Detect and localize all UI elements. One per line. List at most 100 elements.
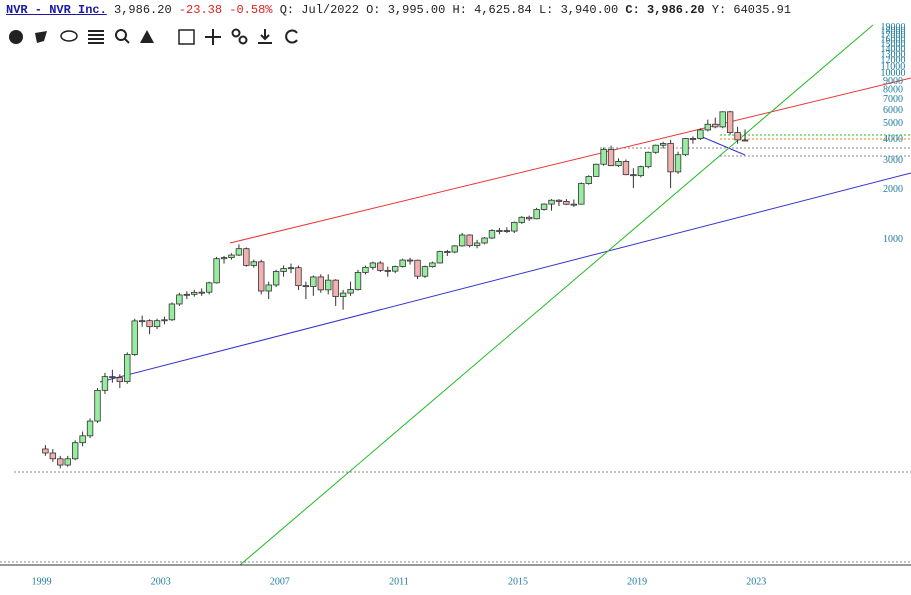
candle-body xyxy=(384,269,391,272)
y-tick-label: 2000 xyxy=(883,184,903,195)
candle-body xyxy=(645,151,652,168)
candle-body xyxy=(317,276,324,291)
candle-body xyxy=(726,111,734,133)
change: -23.38 xyxy=(178,3,223,17)
candle-body xyxy=(183,293,191,296)
tool-search[interactable] xyxy=(115,29,127,41)
tool-comment[interactable] xyxy=(60,30,78,42)
candle-body xyxy=(116,377,124,383)
candle-body xyxy=(310,276,317,287)
candle-body xyxy=(689,138,697,140)
tool-link[interactable] xyxy=(231,28,241,38)
candle-body xyxy=(429,262,436,268)
candle-body xyxy=(176,294,183,305)
candle-body xyxy=(213,258,220,284)
tool-move[interactable] xyxy=(205,29,221,45)
last-price: 3,986.20 xyxy=(114,3,172,17)
candle-body xyxy=(712,123,719,128)
y-tick-label: 13000 xyxy=(881,49,906,60)
candle-body xyxy=(235,248,243,256)
candle-body xyxy=(347,289,354,294)
candle-body xyxy=(243,248,250,266)
candle-body xyxy=(630,174,637,177)
drawings xyxy=(0,24,911,566)
low-value: 3,940.00 xyxy=(560,3,619,17)
y-tick-label: 6000 xyxy=(883,105,903,116)
candle-body xyxy=(57,458,64,466)
period: Q: Jul/2022 xyxy=(279,3,359,17)
close-value: 3,986.20 xyxy=(646,3,705,17)
candle-body xyxy=(146,320,153,328)
tool-dashboard[interactable] xyxy=(9,30,23,44)
candle-body xyxy=(481,237,488,244)
open-value: 3,995.00 xyxy=(387,3,446,17)
candle-body xyxy=(287,267,295,270)
tool-list[interactable] xyxy=(88,30,104,44)
trendline xyxy=(99,172,911,383)
candle-body xyxy=(49,452,57,460)
y-tick-label: 7000 xyxy=(883,94,903,105)
candle-body xyxy=(459,234,466,247)
x-tick-label: 2015 xyxy=(508,576,528,587)
candle-body xyxy=(265,284,272,292)
candle-body xyxy=(168,303,176,321)
candle-body xyxy=(503,230,511,232)
candle-body xyxy=(652,144,659,153)
candle-body xyxy=(585,176,592,184)
y-tick-label: 3000 xyxy=(883,155,903,166)
x-tick-label: 2007 xyxy=(270,576,290,587)
candle-body xyxy=(406,259,414,262)
candle-body xyxy=(607,148,615,167)
candle-body xyxy=(451,245,458,253)
tool-twitter[interactable] xyxy=(35,31,47,43)
tool-download[interactable] xyxy=(258,29,272,44)
candle-body xyxy=(362,266,369,273)
y-tick-label: 17000 xyxy=(881,30,906,41)
symbol-link[interactable]: NVR - NVR Inc. xyxy=(6,3,107,17)
trendline xyxy=(699,135,746,156)
candle-body xyxy=(488,230,496,239)
change-pct: -0.58% xyxy=(229,3,273,17)
candle-body xyxy=(377,262,384,271)
tool-alert[interactable] xyxy=(140,30,154,43)
y-tick-label: 18000 xyxy=(881,26,906,37)
x-tick-label: 1999 xyxy=(32,576,52,587)
candle-body xyxy=(138,320,146,323)
candle-body xyxy=(734,132,741,141)
y-tick-label: 16000 xyxy=(881,34,906,45)
candle-body xyxy=(570,203,578,206)
candle-body xyxy=(511,221,518,232)
y-tick-label: 1000 xyxy=(883,234,903,245)
y-tick-label: 4000 xyxy=(883,134,903,145)
y-tick-label: 10000 xyxy=(881,68,906,79)
candle-body xyxy=(622,161,630,176)
candle-body xyxy=(258,261,265,292)
x-tick-label: 2011 xyxy=(389,576,409,587)
candle-body xyxy=(392,266,399,272)
candle-body xyxy=(302,285,310,288)
candle-body xyxy=(719,111,726,128)
y-tick-label: 14000 xyxy=(881,44,906,55)
candle-body xyxy=(220,257,228,260)
candle-body xyxy=(228,254,235,259)
x-tick-label: 2019 xyxy=(627,576,647,587)
candle-body xyxy=(540,203,548,210)
candle-body xyxy=(548,199,555,205)
candle-body xyxy=(109,376,116,379)
tool-refresh[interactable] xyxy=(285,29,298,44)
y-tick-label: 8000 xyxy=(883,84,903,95)
candle-body xyxy=(399,259,406,267)
x-tick-label: 2003 xyxy=(151,576,171,587)
candle-body xyxy=(191,291,198,295)
candle-body xyxy=(466,234,473,247)
tool-calendar[interactable] xyxy=(178,29,195,45)
candle-body xyxy=(659,143,667,146)
candle-body xyxy=(295,267,302,287)
candle-body xyxy=(332,279,339,297)
candle-body xyxy=(741,139,749,142)
candle-body xyxy=(101,376,109,391)
candle-body xyxy=(615,161,622,167)
candle-body xyxy=(131,320,138,355)
y-tick-label: 11000 xyxy=(881,61,906,72)
